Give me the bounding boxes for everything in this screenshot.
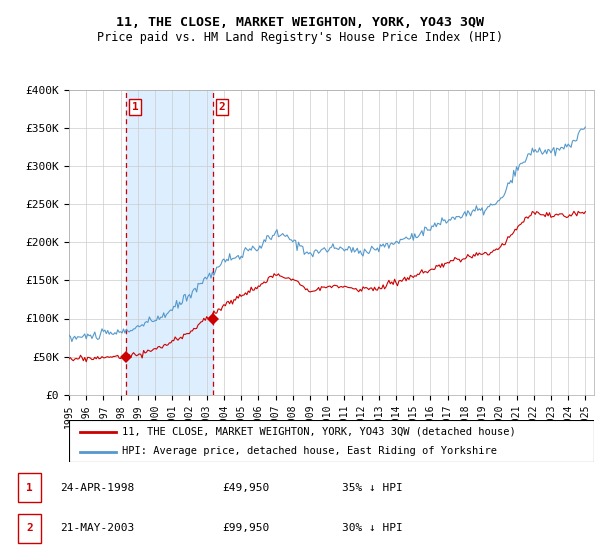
Text: 2: 2 — [26, 523, 33, 533]
Text: 21-MAY-2003: 21-MAY-2003 — [60, 523, 134, 533]
Text: 2: 2 — [219, 102, 226, 112]
Text: Price paid vs. HM Land Registry's House Price Index (HPI): Price paid vs. HM Land Registry's House … — [97, 31, 503, 44]
Text: 24-APR-1998: 24-APR-1998 — [60, 483, 134, 493]
Text: 11, THE CLOSE, MARKET WEIGHTON, YORK, YO43 3QW (detached house): 11, THE CLOSE, MARKET WEIGHTON, YORK, YO… — [121, 427, 515, 437]
Text: 30% ↓ HPI: 30% ↓ HPI — [342, 523, 403, 533]
Text: 1: 1 — [131, 102, 138, 112]
Text: 11, THE CLOSE, MARKET WEIGHTON, YORK, YO43 3QW: 11, THE CLOSE, MARKET WEIGHTON, YORK, YO… — [116, 16, 484, 29]
Text: HPI: Average price, detached house, East Riding of Yorkshire: HPI: Average price, detached house, East… — [121, 446, 497, 456]
FancyBboxPatch shape — [69, 420, 594, 462]
Text: £49,950: £49,950 — [222, 483, 269, 493]
Text: 35% ↓ HPI: 35% ↓ HPI — [342, 483, 403, 493]
Text: £99,950: £99,950 — [222, 523, 269, 533]
Bar — [126, 90, 213, 395]
Text: 1: 1 — [26, 483, 33, 493]
